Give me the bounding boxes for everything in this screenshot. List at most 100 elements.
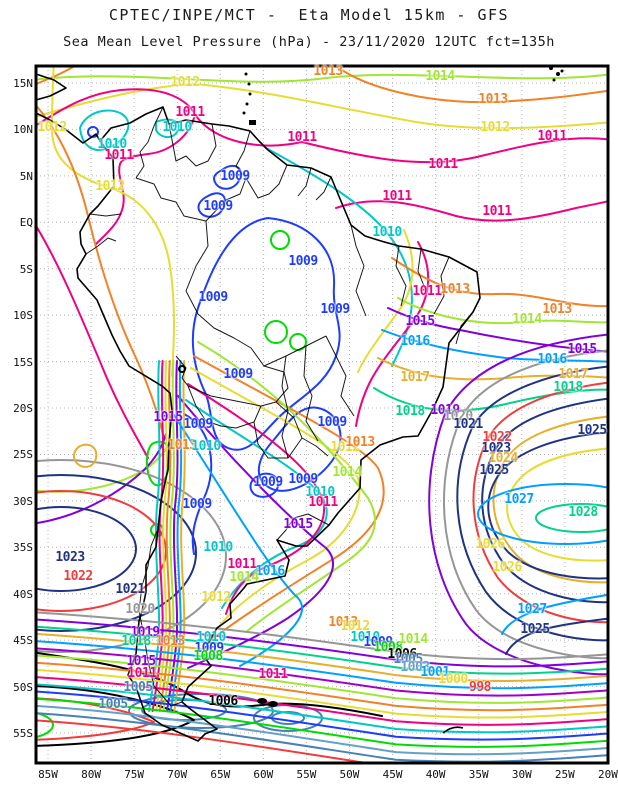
lat-tick-label: 25S [13, 448, 33, 462]
contour-label: 1017 [558, 366, 588, 382]
isobar-line [36, 618, 608, 668]
contour-label: 1009 [198, 289, 228, 305]
lat-tick-label: 45S [13, 634, 33, 648]
contour-label: 1010 [191, 438, 221, 454]
contour-label: 1011 [227, 556, 257, 572]
contour-label: 1018 [395, 403, 425, 419]
contour-label: 1005 [393, 651, 423, 667]
lon-tick-label: 80W [81, 768, 101, 781]
lon-tick-label: 45W [382, 768, 403, 781]
lon-tick-label: 50W [339, 768, 360, 781]
contour-label: 1013 [167, 437, 197, 453]
contour-label: 1012 [37, 119, 67, 135]
map-subtitle: Sea Mean Level Pressure (hPa) - 23/11/20… [63, 34, 555, 50]
isobar-line [36, 647, 608, 697]
contour-label: 1013 [328, 614, 358, 630]
lat-tick-label: 10S [13, 309, 33, 323]
contour-label: 1013 [155, 633, 185, 649]
map-title: CPTEC/INPE/MCT - Eta Model 15km - GFS [108, 6, 510, 24]
contour-label: 1011 [482, 203, 512, 219]
contour-label: 1009 [223, 366, 253, 382]
contour-label: 1008 [193, 648, 223, 664]
lon-tick-label: 25W [554, 768, 575, 781]
contour-label: 1022 [63, 568, 93, 584]
contour-label: 1011 [412, 283, 442, 299]
contour-label: 1005 [98, 696, 128, 712]
contour-label: 1011 [537, 128, 567, 144]
contour-label: 1013 [345, 434, 375, 450]
latlon-gridlines [36, 66, 608, 763]
lon-tick-label: 35W [468, 768, 489, 781]
contour-label: 1006 [208, 693, 238, 709]
isobar-line [36, 697, 608, 748]
contour-label: 1003 [400, 659, 430, 675]
lat-tick-label: 5S [19, 262, 33, 276]
contour-label: 1011 [287, 129, 317, 145]
contour-label: 1010 [350, 629, 380, 645]
contour-label: 1012 [330, 439, 360, 455]
contour-label: 1009 [253, 474, 283, 490]
contour-label: 1027 [517, 601, 547, 617]
isobar-line [36, 704, 608, 756]
lat-tick-label: 40S [13, 587, 33, 601]
contour-label: 1018 [121, 633, 151, 649]
lon-tick-label: 60W [253, 768, 274, 781]
contour-label: 1010 [162, 119, 192, 135]
isobar-line [151, 360, 165, 712]
isobar-contours [36, 66, 608, 763]
isobar-line [36, 625, 608, 675]
contour-label: 998 [469, 679, 491, 695]
contour-label: 1028 [568, 504, 598, 520]
contour-label: 1009 [288, 253, 318, 269]
lat-tick-label: 35S [13, 541, 33, 555]
lon-tick-label: 20W [597, 768, 618, 781]
contour-label: 1010 [372, 224, 402, 240]
contour-label: 1023 [55, 549, 85, 565]
lon-tick-label: 85W [38, 768, 58, 781]
lon-tick-label: 40W [425, 768, 446, 781]
contour-label: 1014 [332, 464, 362, 480]
isobar-line [36, 611, 608, 661]
contour-label: 1019 [430, 402, 460, 418]
contour-label: 1016 [255, 563, 285, 579]
contour-label: 1013 [313, 63, 343, 79]
contour-label: 1024 [488, 450, 518, 466]
contour-label: 1026 [492, 559, 522, 575]
lon-tick-label: 65W [210, 768, 231, 781]
contour-label: 1009 [182, 496, 212, 512]
isobar-line [36, 712, 608, 763]
contour-label: 1012 [480, 119, 510, 135]
isobar-line [36, 661, 608, 712]
contour-label: 1009 [320, 301, 350, 317]
contour-label: 1005 [123, 679, 153, 695]
lat-tick-label: 15S [13, 355, 33, 369]
contour-label: 1011 [127, 665, 157, 681]
contour-label: 1015 [283, 516, 313, 532]
contour-label: 1027 [504, 491, 534, 507]
contour-label: 1009 [220, 168, 250, 184]
isobar-line [36, 683, 608, 734]
contour-label: 1013 [542, 301, 572, 317]
contour-label: 1010 [97, 136, 127, 152]
lat-tick-label: 50S [13, 680, 33, 694]
contour-label: 1025 [479, 462, 509, 478]
contour-label: 1019 [130, 624, 160, 640]
lat-tick-label: 55S [13, 727, 33, 741]
contour-label: 1011 [428, 156, 458, 172]
contour-label: 1012 [340, 618, 370, 634]
isobar-line [36, 640, 608, 690]
country-borders [85, 106, 474, 707]
contour-label: 1017 [400, 369, 430, 385]
contour-label: 1000 [438, 671, 468, 687]
lat-tick-label: 10N [13, 123, 33, 137]
contour-label: 1010 [203, 539, 233, 555]
contour-label: 1012 [170, 74, 200, 90]
contour-label: 1020 [443, 408, 473, 424]
contour-label: 1001 [420, 664, 450, 680]
coastline [36, 66, 564, 742]
contour-label: 1015 [405, 313, 435, 329]
contour-label: 1023 [481, 440, 511, 456]
contour-label: 1009 [317, 414, 347, 430]
